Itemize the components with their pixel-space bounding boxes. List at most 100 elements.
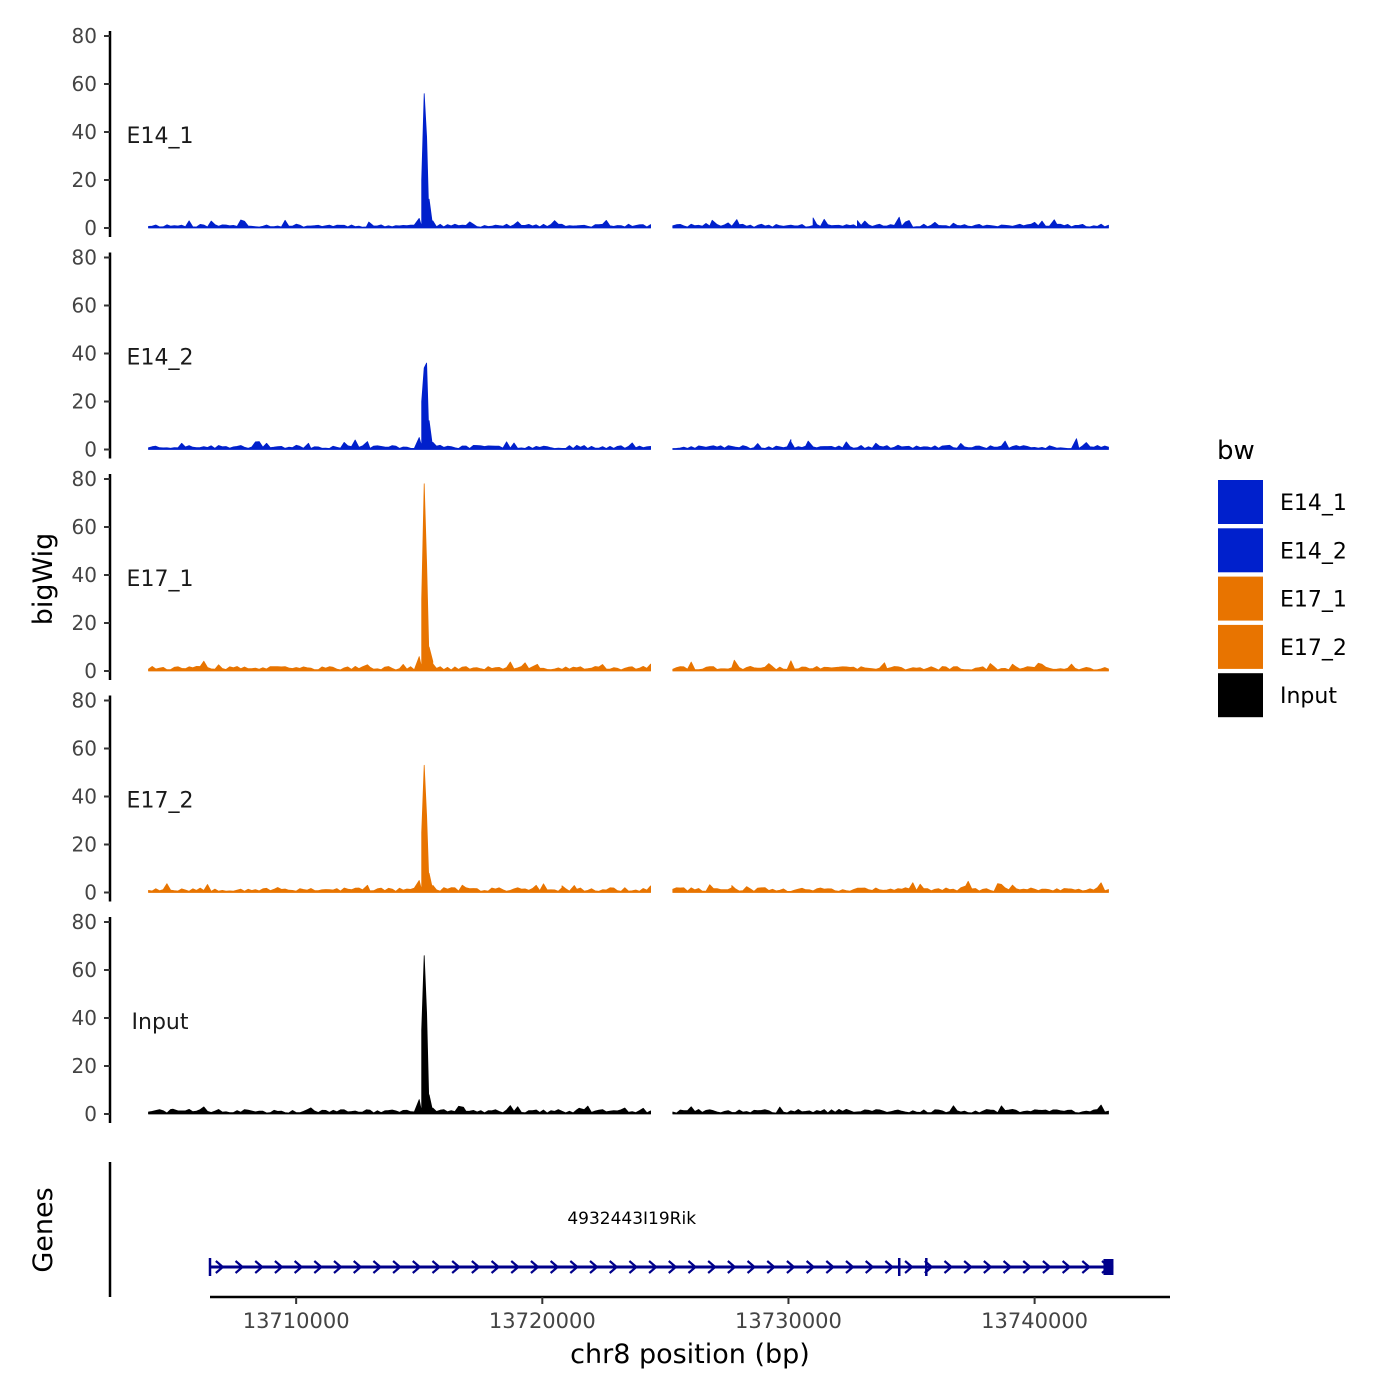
strand-arrow (313, 1260, 323, 1274)
y-tick-label: 40 (72, 342, 97, 366)
y-tick-label: 40 (72, 563, 97, 587)
strand-arrow (825, 1260, 835, 1274)
track-panels: 0 20 40 60 80 E14_1 0 20 40 60 80 E14_2 0 20 40 60 80 E17… (72, 24, 1109, 1126)
strand-arrow (352, 1260, 363, 1274)
strand-arrow (805, 1260, 816, 1274)
legend-swatch-Input (1218, 673, 1263, 718)
signal-area-right (672, 1104, 1109, 1115)
strand-arrow (707, 1260, 717, 1274)
y-tick-label: 0 (84, 1102, 97, 1126)
strand-arrow (274, 1260, 284, 1274)
y-axis-title: bigWig (28, 533, 59, 626)
legend-label-E17_1: E17_1 (1280, 588, 1347, 613)
y-tick-label: 80 (72, 910, 97, 934)
legend-label-E14_2: E14_2 (1280, 539, 1347, 564)
legend-swatch-E17_2 (1218, 624, 1263, 669)
y-tick-label: 40 (72, 1006, 97, 1030)
y-tick-label: 20 (72, 611, 97, 635)
genes-axis-title: Genes (28, 1187, 59, 1272)
x-tick-label: 13720000 (489, 1309, 596, 1333)
strand-arrow (766, 1260, 776, 1274)
legend-label-E14_1: E14_1 (1280, 491, 1347, 516)
strand-arrow (943, 1260, 954, 1274)
signal-area-left (148, 955, 651, 1115)
legend-swatch-E14_1 (1218, 480, 1263, 524)
gene-name-label: 4932443I19Rik (567, 1209, 696, 1229)
strand-arrow (431, 1260, 442, 1274)
y-tick-label: 60 (72, 72, 97, 96)
y-tick-label: 20 (72, 1054, 97, 1078)
strand-arrow (628, 1260, 639, 1274)
panel-E17_1: 0 20 40 60 80 E17_1 (72, 467, 1109, 683)
strand-arrow (530, 1260, 540, 1274)
y-tick-label: 0 (84, 216, 97, 240)
x-axis: 13710000 13720000 13730000 13740000 (210, 1295, 1170, 1333)
strand-arrow (1002, 1260, 1013, 1274)
gene-track: 4932443I19Rik (108, 1162, 1114, 1297)
legend-swatch-E14_2 (1218, 528, 1263, 573)
y-tick-label: 40 (72, 785, 97, 809)
strand-arrow (549, 1260, 560, 1274)
strand-arrow (490, 1260, 501, 1274)
y-tick-label: 60 (72, 958, 97, 982)
legend-label-E17_2: E17_2 (1280, 636, 1347, 661)
y-tick-label: 80 (72, 467, 97, 491)
signal-area-left (148, 483, 651, 672)
signal-area-right (672, 659, 1109, 672)
strand-arrow (904, 1260, 914, 1274)
signal-area-left (148, 93, 651, 229)
strand-arrow (254, 1260, 264, 1274)
strand-arrow (608, 1260, 619, 1274)
strand-arrow (1042, 1260, 1052, 1274)
strand-arrow (333, 1260, 343, 1274)
signal-area-right (672, 216, 1109, 229)
panel-label: E17_2 (127, 789, 194, 814)
legend-title: bw (1217, 436, 1255, 466)
y-tick-label: 80 (72, 689, 97, 713)
strand-arrow (510, 1260, 520, 1274)
x-tick-label: 13740000 (981, 1309, 1088, 1333)
strand-arrow (648, 1260, 658, 1274)
strand-arrow (589, 1260, 599, 1274)
strand-arrow (392, 1260, 402, 1274)
panel-label: E14_1 (127, 124, 194, 149)
legend: bw E14_1 E14_2 E17_1 E17_2 Input (1217, 436, 1347, 718)
y-tick-label: 20 (72, 833, 97, 857)
x-axis-title: chr8 position (bp) (570, 1339, 810, 1370)
strand-arrow (727, 1260, 737, 1274)
signal-area-left (148, 764, 651, 893)
x-tick-label: 13710000 (243, 1309, 350, 1333)
strand-arrow (786, 1260, 796, 1274)
exon-block (1103, 1259, 1114, 1275)
strand-arrow (884, 1260, 895, 1274)
strand-arrow (864, 1260, 875, 1274)
strand-arrow (234, 1260, 245, 1274)
y-tick-label: 80 (72, 24, 97, 48)
x-tick-label: 13730000 (735, 1309, 842, 1333)
strand-arrow (1022, 1260, 1032, 1274)
y-tick-label: 20 (72, 168, 97, 192)
panel-label: E17_1 (127, 567, 194, 592)
strand-arrow (668, 1260, 678, 1274)
y-tick-label: 0 (84, 659, 97, 683)
strand-arrow (983, 1260, 993, 1274)
panel-Input: 0 20 40 60 80 Input (72, 910, 1109, 1126)
signal-area-left (148, 362, 651, 450)
strand-arrow (687, 1260, 698, 1274)
legend-label-Input: Input (1280, 684, 1337, 709)
strand-arrow (412, 1260, 422, 1274)
strand-arrow (471, 1260, 481, 1274)
panel-E17_2: 0 20 40 60 80 E17_2 (72, 689, 1109, 905)
y-tick-label: 60 (72, 294, 97, 318)
strand-arrow (1061, 1260, 1072, 1274)
strand-arrow (293, 1260, 304, 1274)
panel-label: E14_2 (127, 346, 194, 371)
strand-arrow (372, 1260, 383, 1274)
panel-E14_1: 0 20 40 60 80 E14_1 (72, 24, 1109, 240)
panel-E14_2: 0 20 40 60 80 E14_2 (72, 246, 1109, 462)
strand-arrow (451, 1260, 461, 1274)
strand-arrow (746, 1260, 757, 1274)
y-tick-label: 0 (84, 438, 97, 462)
y-tick-label: 60 (72, 515, 97, 539)
